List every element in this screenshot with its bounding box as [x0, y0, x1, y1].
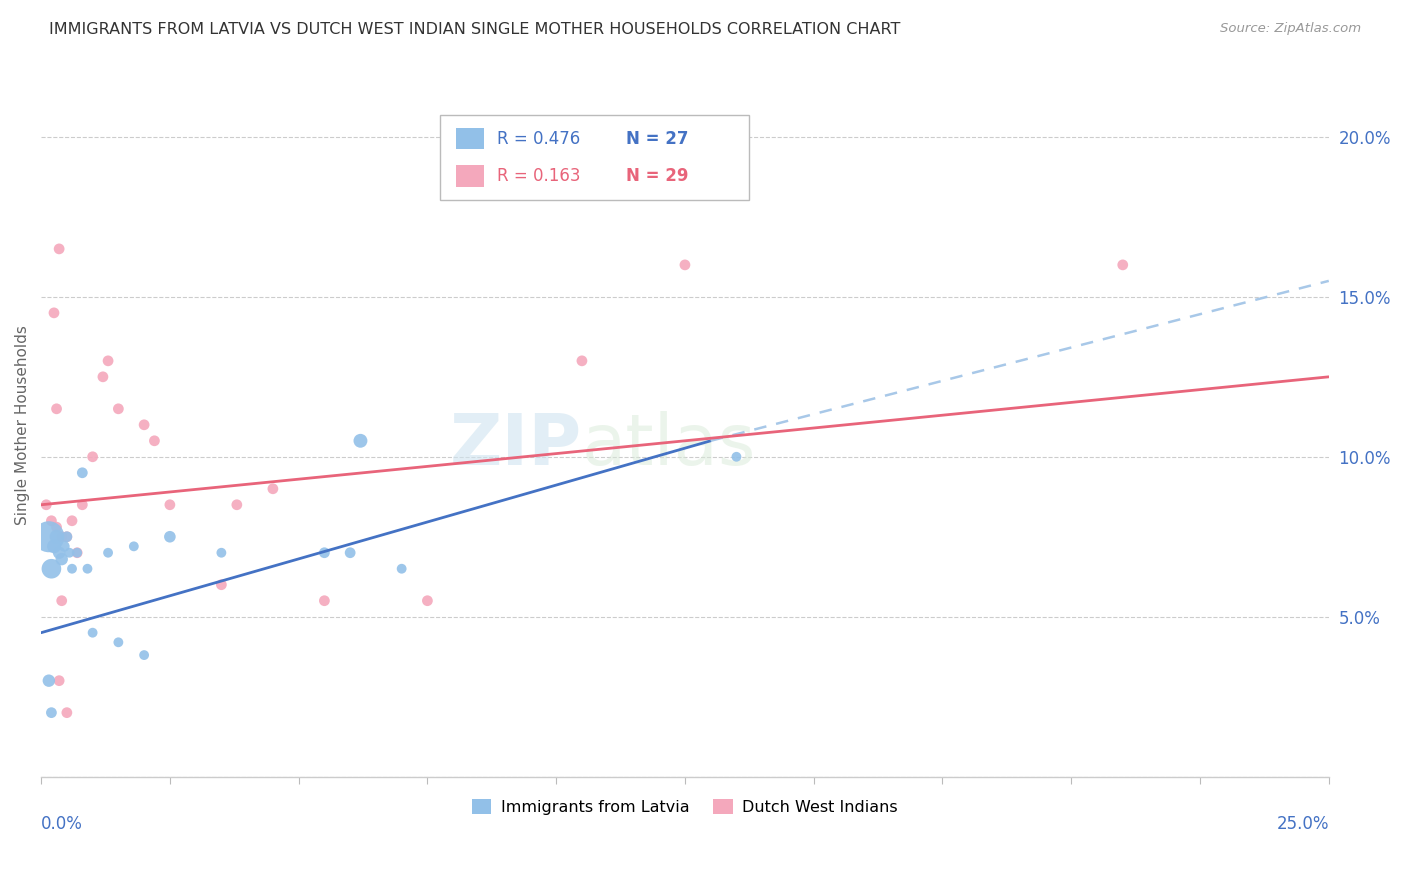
Point — [159, 530, 181, 544]
Point — [66, 546, 89, 560]
Point — [60, 514, 83, 528]
Point — [209, 578, 232, 592]
Point — [56, 530, 79, 544]
Text: N = 27: N = 27 — [626, 130, 688, 148]
Point — [339, 546, 361, 560]
Point — [725, 450, 748, 464]
Point — [42, 539, 65, 553]
Point — [209, 546, 232, 560]
Point — [72, 466, 94, 480]
Point — [53, 539, 76, 553]
Point — [262, 482, 284, 496]
Point — [134, 417, 156, 432]
Point — [314, 546, 336, 560]
Point — [56, 706, 79, 720]
Point — [134, 648, 156, 662]
Point — [1112, 258, 1135, 272]
Point — [56, 530, 79, 544]
Point — [225, 498, 247, 512]
Point — [38, 673, 60, 688]
Text: R = 0.476: R = 0.476 — [496, 130, 581, 148]
Text: 0.0%: 0.0% — [41, 815, 83, 833]
Text: Source: ZipAtlas.com: Source: ZipAtlas.com — [1220, 22, 1361, 36]
Text: atlas: atlas — [582, 411, 756, 481]
Point — [45, 520, 67, 534]
Point — [60, 562, 83, 576]
Point — [349, 434, 371, 448]
Legend: Immigrants from Latvia, Dutch West Indians: Immigrants from Latvia, Dutch West India… — [465, 793, 904, 822]
Point — [41, 562, 63, 576]
Point — [76, 562, 98, 576]
Point — [314, 593, 336, 607]
Point — [48, 242, 70, 256]
Point — [45, 530, 67, 544]
Point — [571, 354, 593, 368]
Text: 25.0%: 25.0% — [1277, 815, 1329, 833]
Text: ZIP: ZIP — [450, 411, 582, 481]
FancyBboxPatch shape — [440, 115, 749, 200]
Point — [58, 546, 80, 560]
Point — [82, 450, 104, 464]
Point — [38, 530, 60, 544]
Text: R = 0.163: R = 0.163 — [496, 167, 581, 185]
Y-axis label: Single Mother Households: Single Mother Households — [15, 325, 30, 524]
Point — [45, 401, 67, 416]
Point — [42, 306, 65, 320]
Point — [673, 258, 696, 272]
Point — [51, 552, 73, 566]
Point — [51, 593, 73, 607]
Point — [122, 539, 145, 553]
Bar — [456, 165, 484, 186]
Point — [143, 434, 166, 448]
Point — [107, 401, 129, 416]
Point — [91, 369, 114, 384]
Text: N = 29: N = 29 — [626, 167, 688, 185]
Point — [72, 498, 94, 512]
Point — [416, 593, 439, 607]
Point — [391, 562, 413, 576]
Point — [82, 625, 104, 640]
Point — [35, 498, 58, 512]
Point — [107, 635, 129, 649]
Bar — [456, 128, 484, 149]
Point — [97, 546, 120, 560]
Point — [97, 354, 120, 368]
Text: IMMIGRANTS FROM LATVIA VS DUTCH WEST INDIAN SINGLE MOTHER HOUSEHOLDS CORRELATION: IMMIGRANTS FROM LATVIA VS DUTCH WEST IND… — [49, 22, 901, 37]
Point — [48, 673, 70, 688]
Point — [66, 546, 89, 560]
Point — [41, 706, 63, 720]
Point — [48, 546, 70, 560]
Point — [41, 514, 63, 528]
Point — [51, 530, 73, 544]
Point — [159, 498, 181, 512]
